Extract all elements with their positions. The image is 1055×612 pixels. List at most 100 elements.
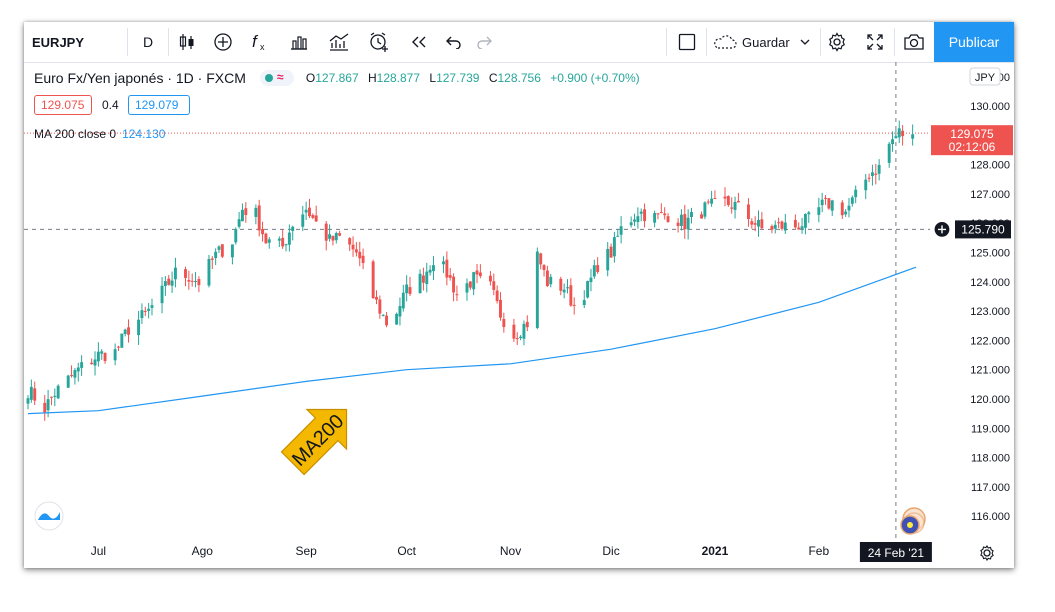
candles-layer (26, 120, 915, 421)
candle-body (170, 280, 174, 286)
crosshair-date-tag: 24 Feb '21 (859, 542, 932, 562)
add-alert-plus-icon[interactable] (933, 220, 951, 238)
candle-body (760, 219, 764, 229)
ma-legend[interactable]: MA 200 close 0 124.130 (34, 127, 165, 141)
candle-body (70, 375, 74, 377)
fullscreen-icon[interactable] (860, 22, 890, 62)
market-status-pill[interactable]: ≈ (259, 70, 294, 86)
candle-body (515, 338, 519, 340)
plus-icon (938, 225, 946, 234)
candle-body (277, 238, 281, 241)
candle-body (90, 362, 94, 365)
candle-body (408, 287, 412, 294)
ma-legend-label: MA 200 close 0 (34, 127, 117, 141)
candle (847, 198, 851, 218)
candle-body (187, 280, 191, 282)
candle (891, 131, 894, 152)
compare-add-icon[interactable] (206, 22, 240, 62)
candle (314, 205, 318, 222)
candle-body (703, 202, 707, 217)
candle-body (830, 200, 834, 211)
symbol-title[interactable]: Euro Fx/Yen japonés · 1D · FXCM (34, 70, 246, 86)
candle-body (425, 271, 429, 285)
candle (425, 262, 429, 293)
candle-body (301, 214, 305, 227)
interval-button[interactable]: D (142, 34, 154, 50)
economic-events-icons[interactable] (900, 507, 926, 535)
candle-body (452, 276, 456, 293)
time-tick-label: Feb (808, 544, 829, 558)
candle (187, 270, 191, 290)
candle-body (33, 388, 37, 401)
candle (311, 213, 315, 220)
delayed-data-icon: ≈ (276, 70, 284, 84)
candle (207, 254, 211, 288)
sell-button[interactable]: 129.075 (34, 95, 92, 115)
candle (525, 315, 529, 332)
market-open-dot-icon (264, 74, 273, 82)
layout-square-icon[interactable] (672, 22, 702, 62)
candle-body (137, 319, 141, 336)
templates-icon[interactable] (282, 22, 316, 62)
candle (405, 275, 409, 302)
candle (401, 284, 405, 312)
settings-gear-icon[interactable] (822, 22, 852, 62)
candle-body (173, 267, 177, 280)
candle-body (375, 296, 378, 300)
replay-icon[interactable] (402, 22, 436, 62)
candle-body (753, 223, 757, 225)
publish-button[interactable]: Publicar (934, 22, 1014, 62)
candle (214, 248, 218, 266)
ma200-arrow-annotation: MA200 (280, 408, 348, 476)
candle (659, 203, 663, 214)
candle-body (80, 362, 84, 368)
candle-body (234, 229, 238, 243)
alert-clock-icon[interactable] (362, 22, 396, 62)
candle-body (653, 213, 657, 223)
candle-body (267, 239, 271, 243)
candle-body (160, 285, 164, 304)
candle-body (184, 269, 187, 278)
candle-body (381, 314, 385, 316)
candle-body (891, 139, 894, 145)
candle-body (700, 214, 703, 219)
redo-icon[interactable] (470, 22, 498, 62)
candle-body (371, 261, 375, 299)
tradingview-logo-icon[interactable] (34, 501, 64, 531)
buy-button[interactable]: 129.079 (128, 95, 190, 115)
cloud-icon (714, 35, 737, 49)
time-axis-settings-icon[interactable] (980, 545, 994, 561)
candle (515, 332, 519, 345)
candle-body (190, 280, 194, 282)
save-button[interactable]: Guardar (712, 22, 816, 62)
candle (586, 280, 590, 299)
candle (780, 220, 784, 231)
arrow-shape (280, 408, 348, 476)
candle (120, 333, 124, 348)
candle (472, 271, 476, 296)
candle (539, 252, 543, 270)
candle (173, 257, 177, 288)
candle (395, 312, 399, 326)
symbol-search-button[interactable]: EURJPY (32, 34, 85, 50)
candle-body (736, 200, 740, 203)
candle-body (448, 275, 452, 278)
candle (663, 207, 667, 220)
candle-style-icon[interactable] (170, 22, 204, 62)
candle (304, 201, 308, 220)
camera-icon[interactable] (898, 22, 930, 62)
undo-icon[interactable] (440, 22, 468, 62)
currency-badge[interactable]: JPY (969, 67, 1001, 86)
ma-legend-value: 124.130 (122, 127, 166, 141)
candle-body (827, 198, 831, 209)
candle (793, 214, 797, 229)
candle-body (284, 244, 288, 246)
candle-body (757, 219, 760, 227)
strategy-chart-icon[interactable] (322, 22, 356, 62)
candle (569, 278, 573, 307)
candle-body (639, 211, 643, 214)
candle (56, 384, 60, 400)
candle-body (850, 197, 854, 204)
